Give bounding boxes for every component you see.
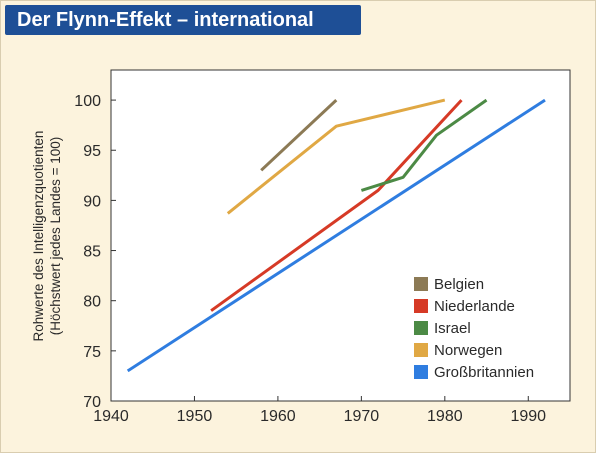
legend-label: Belgien bbox=[434, 276, 484, 293]
x-axis-ticks: 1940 1950 1960 1970 1980 1990 bbox=[93, 396, 546, 425]
y-axis-ticks: 70 75 80 85 90 95 100 bbox=[74, 93, 116, 411]
legend-label: Israel bbox=[434, 320, 471, 337]
series-line bbox=[260, 99, 338, 172]
legend-swatch bbox=[414, 321, 428, 335]
x-tick-label: 1980 bbox=[427, 408, 463, 425]
legend-swatch bbox=[414, 343, 428, 357]
y-tick-label: 75 bbox=[83, 344, 101, 361]
y-axis-label: Rohwerte des Intelligenzquotienten (Höch… bbox=[31, 131, 63, 342]
y-tick-label: 100 bbox=[74, 93, 101, 110]
y-tick-label: 85 bbox=[83, 244, 101, 261]
title-bar: Der Flynn-Effekt – international bbox=[5, 5, 361, 35]
series-line bbox=[360, 98, 488, 192]
y-tick-label: 95 bbox=[83, 143, 101, 160]
series-lines bbox=[126, 98, 546, 373]
legend-label: Großbritannien bbox=[434, 364, 534, 381]
series-line bbox=[126, 98, 546, 373]
legend-swatch bbox=[414, 277, 428, 291]
series-line bbox=[226, 98, 446, 215]
legend-swatch bbox=[414, 365, 428, 379]
y-axis-label-line1: Rohwerte des Intelligenzquotienten bbox=[31, 131, 46, 342]
legend-label: Norwegen bbox=[434, 342, 502, 359]
y-axis-label-line2: (Höchstwert jedes Landes = 100) bbox=[48, 137, 63, 336]
y-tick-label: 80 bbox=[83, 294, 101, 311]
legend: Belgien Niederlande Israel Norwegen Großbrit… bbox=[414, 276, 534, 381]
x-tick-label: 1940 bbox=[93, 408, 129, 425]
y-tick-label: 70 bbox=[83, 394, 101, 411]
x-tick-label: 1990 bbox=[510, 408, 546, 425]
chart-title: Der Flynn-Effekt – international bbox=[17, 9, 314, 31]
series-line bbox=[210, 99, 463, 312]
y-tick-label: 90 bbox=[83, 193, 101, 210]
x-tick-label: 1960 bbox=[260, 408, 296, 425]
x-tick-label: 1950 bbox=[177, 408, 213, 425]
legend-label: Niederlande bbox=[434, 298, 515, 315]
x-tick-label: 1970 bbox=[344, 408, 380, 425]
legend-swatch bbox=[414, 299, 428, 313]
